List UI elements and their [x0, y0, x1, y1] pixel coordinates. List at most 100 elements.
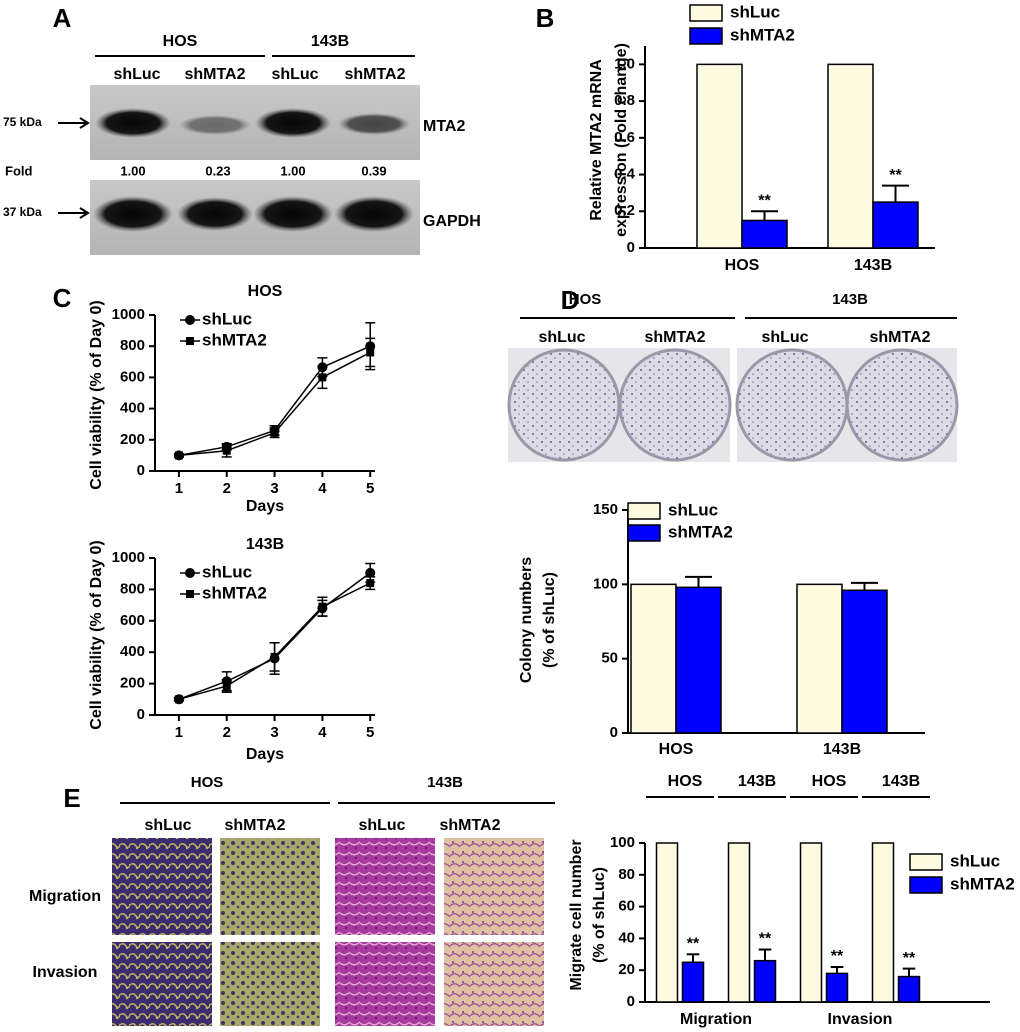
row-label: Migration	[29, 888, 101, 905]
lane-label: shLuc	[271, 66, 318, 83]
y-tick-label: 0.8	[614, 92, 635, 109]
legend-label: shLuc	[730, 2, 780, 21]
plate	[735, 348, 849, 462]
x-tick-label: 1	[175, 480, 183, 497]
chart-title: 143B	[246, 536, 284, 553]
lane-label: shLuc	[113, 66, 160, 83]
bar	[841, 589, 888, 734]
category-label: 143B	[738, 773, 776, 790]
group-label: 143B	[311, 33, 349, 50]
y-tick-label: 0	[137, 462, 145, 479]
group-label: HOS	[163, 33, 198, 50]
arrow	[79, 117, 90, 129]
y-tick-label: 80	[618, 866, 635, 883]
y-tick-label: 800	[120, 337, 145, 354]
bar	[872, 201, 919, 249]
legend-label: shLuc	[668, 500, 718, 519]
transwell-images	[112, 802, 555, 1026]
series-line	[178, 351, 371, 457]
bar	[897, 975, 921, 1003]
y-tick-label: 1.0	[614, 55, 635, 72]
bar	[696, 63, 743, 249]
x-tick-label: 1	[175, 724, 183, 741]
panel-label: A	[53, 3, 72, 33]
y-axis-label: Migrate cell number	[568, 839, 585, 990]
legend-label: shMTA2	[950, 874, 1015, 893]
x-tick-label: 2	[223, 480, 231, 497]
fold-value: 0.23	[205, 163, 230, 178]
y-tick-label: 50	[601, 650, 618, 667]
legend-marker	[185, 315, 195, 325]
marker	[365, 567, 376, 578]
y-tick-label: 600	[120, 612, 145, 629]
category-label: HOS	[812, 773, 847, 790]
plate	[507, 348, 621, 462]
bar	[681, 961, 705, 1003]
x-tick-label: 2	[223, 724, 231, 741]
x-tick-label: 5	[366, 480, 374, 497]
y-axis-label: Cell viability (% of Day 0)	[88, 540, 105, 729]
y-tick-label: 100	[593, 575, 618, 592]
bar	[630, 583, 677, 734]
lane-label: shMTA2	[439, 817, 500, 834]
marker	[222, 446, 231, 455]
legend-swatch	[909, 876, 943, 894]
lane-label: shMTA2	[224, 817, 285, 834]
marker	[270, 652, 279, 661]
annotation: **	[687, 936, 700, 953]
lane-label: shLuc	[761, 329, 808, 346]
bar	[827, 63, 874, 249]
band	[338, 113, 410, 135]
annotation: **	[831, 948, 844, 965]
y-axis-label: (% of shLuc)	[541, 572, 558, 668]
band	[255, 108, 331, 138]
legend-swatch	[689, 4, 723, 22]
micrograph	[444, 838, 544, 935]
y-tick-label: 0	[137, 706, 145, 723]
marker-label: 37 kDa	[3, 205, 42, 219]
chart-title: HOS	[248, 283, 283, 300]
panel-label: E	[63, 783, 80, 813]
bar	[799, 842, 823, 1003]
y-axis-label: Relative MTA2 mRNA	[588, 59, 605, 221]
fold-label: Fold	[5, 163, 32, 178]
y-axis-label: expression (Fold change)	[613, 43, 630, 237]
lane-label: shLuc	[538, 329, 585, 346]
bar	[675, 586, 722, 734]
lane-label: shMTA2	[869, 329, 930, 346]
lane-label: shLuc	[144, 817, 191, 834]
y-tick-label: 150	[593, 501, 618, 518]
bar	[741, 219, 788, 249]
y-tick-label: 200	[120, 431, 145, 448]
annotation: **	[903, 950, 916, 967]
marker	[366, 579, 375, 588]
band	[253, 196, 333, 232]
fold-value: 1.00	[120, 163, 145, 178]
group-label: 143B	[427, 774, 463, 791]
marker	[318, 602, 327, 611]
y-tick-label: 0	[610, 724, 618, 741]
y-tick-label: 0.6	[614, 129, 635, 146]
legend-swatch	[627, 524, 661, 542]
y-tick-label: 0.2	[614, 202, 635, 219]
protein-label: GAPDH	[423, 213, 481, 230]
group-label: HOS	[569, 291, 602, 308]
x-tick-label: 3	[270, 480, 278, 497]
bar	[825, 972, 849, 1003]
x-tick-label: 143B	[823, 741, 861, 758]
micrograph	[112, 942, 212, 1026]
x-axis-label: Days	[246, 746, 284, 763]
marker	[366, 348, 375, 357]
y-tick-label: 0.4	[614, 166, 636, 183]
y-tick-label: 60	[618, 898, 635, 915]
arrow	[79, 207, 90, 219]
legend-label: shMTA2	[202, 583, 267, 602]
group-label: 143B	[832, 291, 868, 308]
legend-marker	[186, 590, 194, 598]
bar	[727, 842, 751, 1003]
lane-label: shMTA2	[644, 329, 705, 346]
x-tick-label: 5	[366, 724, 374, 741]
series-line	[178, 345, 371, 457]
y-axis-label: Cell viability (% of Day 0)	[88, 300, 105, 489]
